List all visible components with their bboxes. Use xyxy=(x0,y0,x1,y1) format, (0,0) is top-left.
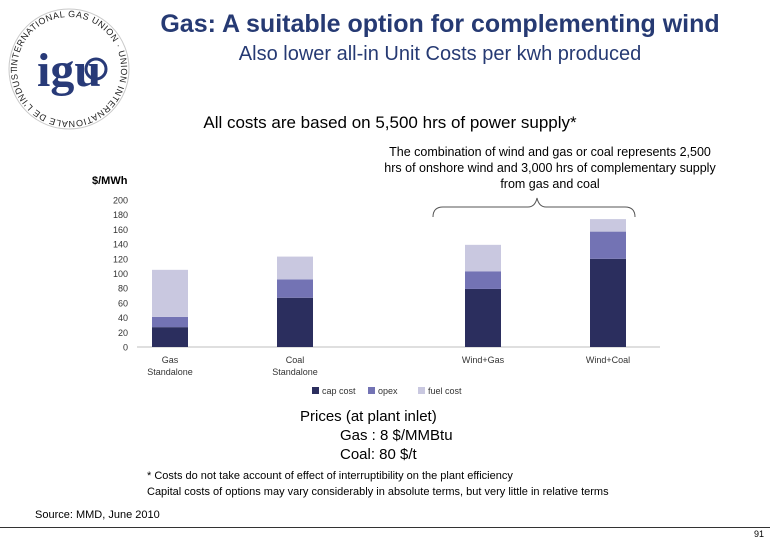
y-tick-label: 40 xyxy=(118,313,128,323)
coal-price: Coal: 80 $/t xyxy=(340,446,417,463)
bar-cap-cost xyxy=(465,288,501,347)
x-tick-label: Gas Standalone xyxy=(147,355,193,377)
footnote-2: Capital costs of options may vary consid… xyxy=(147,486,609,498)
y-tick-label: 20 xyxy=(118,328,128,338)
combination-brace xyxy=(432,197,636,218)
legend-label: cap cost xyxy=(322,386,356,396)
combination-note: The combination of wind and gas or coal … xyxy=(384,145,716,191)
y-tick-label: 120 xyxy=(113,254,128,264)
x-tick-label: Wind+Coal xyxy=(586,355,630,365)
bar-fuel-cost xyxy=(465,244,501,272)
bar-opex xyxy=(277,279,313,298)
prices-block: Prices (at plant inlet) Gas : 8 $/MMBtu … xyxy=(300,407,453,464)
x-tick-label: Coal Standalone xyxy=(272,355,318,377)
bar-fuel-cost xyxy=(152,269,188,317)
legend-label: fuel cost xyxy=(428,386,462,396)
legend-label: opex xyxy=(378,386,398,396)
y-tick-label: 160 xyxy=(113,225,128,235)
bar-fuel-cost xyxy=(277,256,313,280)
logo-mark: igu xyxy=(37,44,101,97)
bar-cap-cost xyxy=(152,327,188,347)
slide-title: Gas: A suitable option for complementing… xyxy=(160,10,720,38)
bar-fuel-cost xyxy=(590,219,626,232)
basis-text: All costs are based on 5,500 hrs of powe… xyxy=(203,113,577,132)
legend-swatch xyxy=(312,387,319,394)
bottom-divider xyxy=(0,527,770,528)
igu-logo: INTERNATIONAL GAS UNION · UNION INTERNAT… xyxy=(2,2,130,130)
bar-opex xyxy=(152,316,188,328)
gas-price: Gas : 8 $/MMBtu xyxy=(340,427,453,444)
bar-cap-cost xyxy=(590,258,626,347)
bar-opex xyxy=(590,231,626,259)
bar-opex xyxy=(465,271,501,289)
footnotes: * Costs do not take account of effect of… xyxy=(147,468,609,500)
bar-cap-cost xyxy=(277,297,313,347)
footnote-1: * Costs do not take account of effect of… xyxy=(147,470,513,482)
y-tick-label: 0 xyxy=(123,343,128,353)
x-tick-label: Wind+Gas xyxy=(462,355,505,365)
y-tick-label: 200 xyxy=(113,196,128,206)
prices-heading: Prices (at plant inlet) xyxy=(300,408,437,425)
y-tick-label: 60 xyxy=(118,298,128,308)
legend-swatch xyxy=(368,387,375,394)
y-tick-label: 140 xyxy=(113,240,128,250)
source-note: Source: MMD, June 2010 xyxy=(35,509,160,521)
slide-subtitle: Also lower all-in Unit Costs per kwh pro… xyxy=(238,43,642,65)
legend-swatch xyxy=(418,387,425,394)
page-number: 91 xyxy=(753,529,764,539)
y-tick-label: 180 xyxy=(113,210,128,220)
y-tick-label: 100 xyxy=(113,269,128,279)
y-tick-label: 80 xyxy=(118,284,128,294)
y-axis-label: $/MWh xyxy=(92,175,128,187)
